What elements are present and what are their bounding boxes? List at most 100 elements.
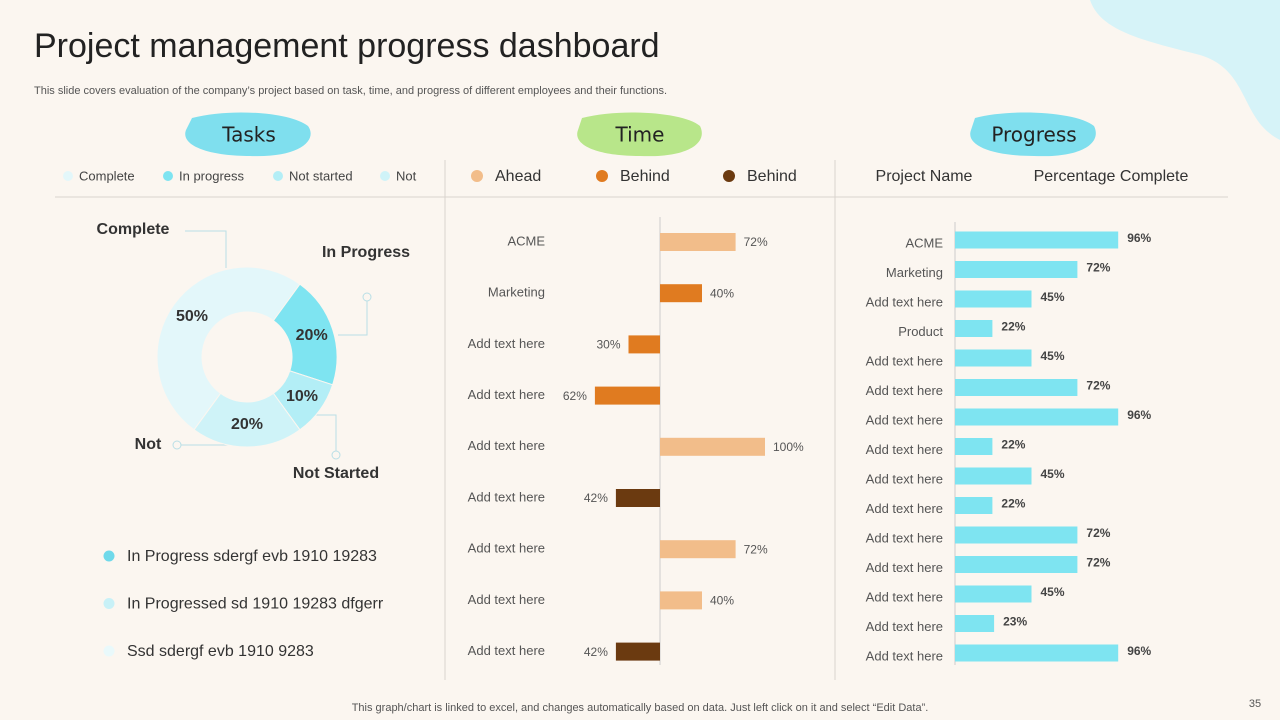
data-label: 30% [596,338,620,352]
bar [955,231,1119,249]
bar [615,489,660,507]
bullet [103,645,115,657]
footer: This graph/chart is linked to excel, and… [352,702,929,714]
category-label: Add text here [866,353,943,368]
bar [955,438,993,455]
category-label: Add text here [866,648,943,663]
data-label: 96% [1127,231,1151,245]
leader-dot [331,450,341,460]
bar [955,526,1078,544]
category-label: Product [898,324,943,339]
bar [955,467,1032,485]
legend-swatch [471,170,483,182]
bar [955,497,993,514]
data-label: 72% [1086,379,1110,393]
leader [185,230,227,268]
callout-label: Complete [96,221,170,238]
note-text: In Progress sdergf evb 1910 19283 [127,548,377,565]
leader-dot [362,292,372,302]
legend-swatch [723,170,735,182]
legend-swatch [273,171,283,181]
legend-label: In progress [179,168,245,183]
category-label: ACME [507,233,545,248]
callout-label: Not [134,436,162,453]
category-label: Add text here [468,387,545,402]
category-label: Add text here [468,438,545,453]
data-label: 45% [1041,585,1065,599]
data-label: 72% [1086,261,1110,275]
bar [594,386,660,405]
bar [955,615,995,632]
data-label: 72% [744,542,768,556]
bar [955,408,1119,426]
data-label: 72% [1086,526,1110,540]
data-label: 22% [1001,320,1025,334]
leader [315,414,337,451]
bar [955,379,1078,396]
callout-lines [172,230,372,460]
bar [955,349,1032,367]
bar [660,284,702,303]
data-label: 72% [744,235,768,249]
badge [970,112,1096,157]
category-label: Add text here [866,501,943,516]
data-label: 20% [296,327,328,344]
pie-slice [156,266,301,431]
category-label: Add text here [866,530,943,545]
category-label: Marketing [488,285,545,300]
leader-dot [172,440,182,450]
bullet [103,598,115,609]
column-header: Project Name [876,168,973,185]
legend-label: Behind [620,168,670,185]
data-label: 40% [710,594,734,608]
data-label: 22% [1001,438,1025,452]
legend-swatch [596,170,608,182]
data-label: 100% [773,440,804,454]
data-label: 96% [1127,408,1151,422]
data-label: 45% [1041,290,1065,304]
bar [628,335,660,354]
bar [955,320,993,337]
legend-label: Not started [289,168,353,183]
data-label: 50% [176,308,208,325]
category-label: Add text here [866,383,943,398]
data-label: 72% [1086,556,1110,570]
title: Project management progress dashboard [34,27,660,65]
category-label: Add text here [468,541,545,556]
subtitle: This slide covers evaluation of the comp… [34,85,667,97]
category-label: Marketing [886,265,943,280]
legend-label: Behind [747,168,797,185]
leader [338,301,368,336]
bar [955,290,1032,308]
category-label: ACME [905,235,943,250]
column-header: Percentage Complete [1034,168,1189,185]
legend-swatch [63,171,73,181]
data-label: 22% [1001,497,1025,511]
data-label: 20% [231,416,263,433]
data-label: 23% [1003,615,1027,629]
bar [955,261,1078,278]
category-label: Add text here [866,412,943,427]
category-label: Add text here [866,619,943,634]
legend-label: Complete [79,168,135,183]
section-title: Time [615,123,665,147]
note-text: In Progressed sd 1910 19283 dfgerr [127,596,384,613]
section-title: Progress [991,123,1076,147]
data-label: 62% [563,389,587,403]
bar [660,540,736,559]
category-label: Add text here [866,442,943,457]
bar [955,556,1078,573]
data-label: 96% [1127,644,1151,658]
data-label: 10% [286,388,318,405]
data-label: 45% [1041,349,1065,363]
bar [660,591,702,610]
legend-swatch [163,171,173,181]
category-label: Add text here [468,643,545,658]
bar [660,233,736,251]
category-label: Add text here [866,294,943,309]
pie-slice [193,392,301,448]
bullet [103,550,115,562]
category-label: Add text here [866,560,943,575]
bar [955,585,1032,603]
callout-label: In Progress [321,244,411,261]
